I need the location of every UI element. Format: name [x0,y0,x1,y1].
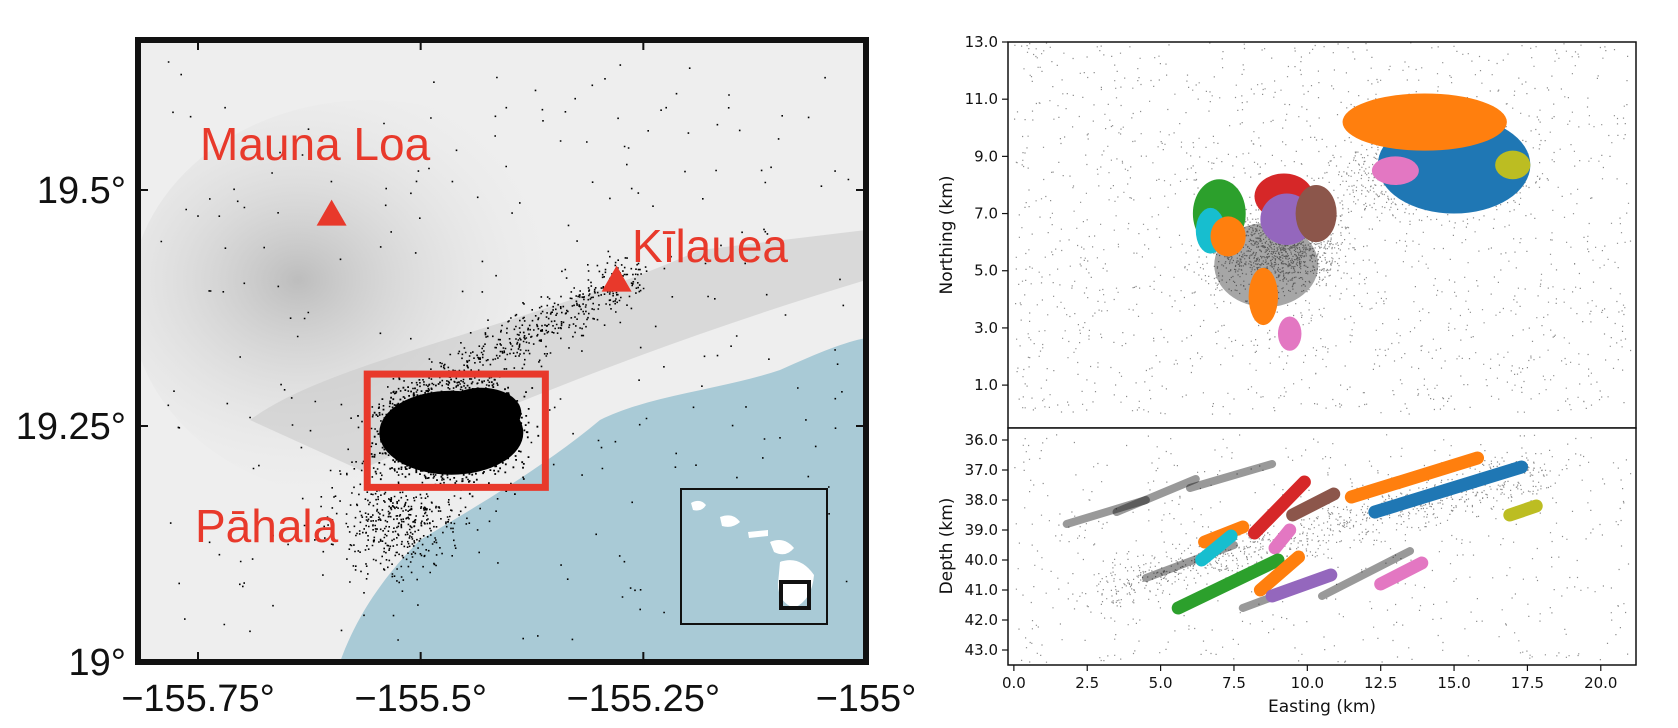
volcano-triangle-icon [316,199,347,226]
northing-y-ticks: 1.0 3.0 5.0 7.0 9.0 11.0 13.0 [965,33,1008,394]
northing-axis-label: Northing (km) [937,176,957,295]
depth-axis-label: Depth (km) [937,498,957,595]
study-region-box [363,370,549,491]
depth-cluster-streak [1265,568,1338,603]
easting-tick-label: 5.0 [1149,674,1173,692]
easting-tick-label: 20.0 [1584,674,1617,692]
depth-cluster-streak [1171,553,1285,615]
inset-island-hawaii [778,560,814,608]
depth-cluster-streak [1344,451,1485,504]
pahala-seismicity-cluster [357,364,547,498]
map-panel: Mauna Loa Kīlauea Pāhala −155.75° −155.5°… [16,37,916,720]
easting-tick-label: 7.5 [1222,674,1246,692]
depth-cluster-streak [1374,556,1429,591]
depth-cluster-streak [1368,460,1529,519]
depth-tick-label: 38.0 [965,491,998,509]
easting-axis-label: Easting (km) [1268,697,1376,717]
easting-x-ticks: 0.0 2.5 5.0 7.5 10.0 12.5 15.0 17.5 20.0 [1002,665,1617,692]
depth-tick-label: 40.0 [965,551,998,569]
northing-panel: 1.0 3.0 5.0 7.0 9.0 11.0 13.0 Northing (km) [937,33,1637,429]
depth-axes-frame [1007,427,1637,666]
lat-tick-label: 19.5° [37,170,126,212]
northing-cluster-blob [1342,93,1507,151]
easting-tick-label: 0.0 [1002,674,1026,692]
depth-tick-label: 37.0 [965,461,998,479]
depth-shadow-streak [1062,496,1150,528]
lon-tick-label: −155.75° [121,678,275,720]
depth-shadow-streak [1112,475,1200,516]
northing-cluster-blob [1210,216,1246,257]
depth-shadow-streak [1185,460,1277,492]
northing-tick-label: 1.0 [974,376,998,394]
northing-cluster-blob [1277,316,1302,351]
lon-tick-label: −155.5° [354,678,486,720]
northing-cluster-blob [1295,184,1337,243]
northing-cluster-blob [1371,156,1419,185]
depth-cluster-streak [1253,550,1306,597]
lat-tick-label: 19° [69,642,126,684]
northing-tick-label: 11.0 [965,90,998,108]
easting-tick-label: 12.5 [1364,674,1397,692]
depth-cluster-streak [1195,529,1238,567]
inset-island-kauai [691,500,706,511]
lon-tick-label: −155.25° [567,678,721,720]
inset-island-molokai [748,530,768,538]
easting-tick-label: 2.5 [1075,674,1099,692]
northing-cluster-blob [1495,150,1531,180]
depth-tick-label: 42.0 [965,611,998,629]
pahala-label: Pāhala [195,500,339,552]
map-earthquake-dots [160,61,850,641]
map-quake-scatter [160,61,850,641]
volcano-triangle-icon [601,265,632,292]
northing-clusters [1192,93,1531,351]
depth-cluster-streak [1286,487,1341,522]
lat-tick-label: 19.25° [16,406,126,448]
dense-cluster-dots [357,364,547,498]
depth-cluster-streak [1248,475,1311,540]
depth-tick-label: 41.0 [965,581,998,599]
northing-tick-label: 3.0 [974,319,998,337]
northing-tick-label: 13.0 [965,33,998,51]
map-latitude-ticks: 19.5° 19.25° 19° [16,170,866,684]
map-longitude-ticks: −155.75° −155.5° −155.25° −155° [121,40,916,720]
easting-tick-label: 15.0 [1437,674,1470,692]
inset-map [680,488,828,625]
lon-tick-label: −155° [816,678,917,720]
depth-tick-label: 43.0 [965,641,998,659]
depth-tick-label: 39.0 [965,521,998,539]
mauna-loa-label: Mauna Loa [200,118,431,170]
easting-tick-label: 17.5 [1511,674,1544,692]
inset-locator-box [779,580,811,610]
northing-tick-label: 7.0 [974,205,998,223]
depth-plot-area [1008,428,1636,665]
northing-cluster-blob [1248,267,1278,326]
depth-cluster-streak [1268,523,1297,555]
northing-tick-label: 9.0 [974,147,998,165]
inset-island-oahu [720,515,740,527]
easting-tick-label: 10.0 [1291,674,1324,692]
depth-tick-label: 36.0 [965,431,998,449]
depth-y-ticks: 36.0 37.0 38.0 39.0 40.0 41.0 42.0 43.0 [965,431,1008,659]
depth-panel: 36.0 37.0 38.0 39.0 40.0 41.0 42.0 43.0 0.0 2.5 5… [937,427,1637,717]
depth-shadow-streak [1318,547,1415,600]
depth-clusters [1171,451,1543,615]
depth-cluster-streak [1503,499,1543,522]
kilauea-label: Kīlauea [632,220,788,272]
volcano-markers [316,199,632,292]
northing-tick-label: 5.0 [974,262,998,280]
map-frame [135,37,869,665]
inset-island-maui [770,540,794,555]
